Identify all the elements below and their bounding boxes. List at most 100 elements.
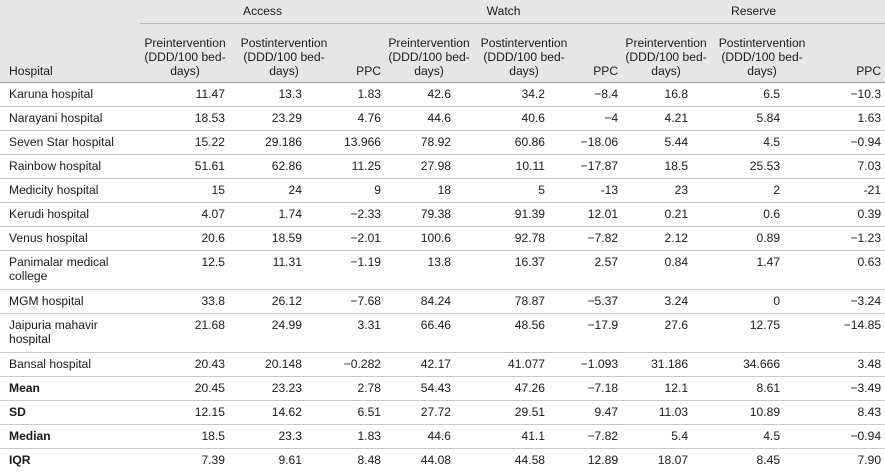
- table-cell: 1.74: [278, 206, 302, 221]
- summary-row: Mean 20.45 23.23 2.78 54.43 47.26 −7.18 12.1 8.6…: [0, 376, 885, 400]
- table-cell: −0.94: [850, 134, 882, 149]
- table-cell: −18.06: [580, 134, 619, 149]
- hospital-name: MGM hospital: [9, 293, 84, 308]
- table-cell: 7.03: [857, 158, 882, 173]
- column-header-row: Hospital Preintervention (DDD/100 bed-da…: [0, 23, 885, 82]
- group-header-watch: Watch: [385, 0, 623, 24]
- table-row: Panimalar medical college 12.5 11.31 −1.19 1…: [0, 250, 885, 289]
- table-cell: −1.23: [850, 230, 882, 245]
- table-cell: 23.23: [271, 380, 302, 395]
- table-cell: 10.89: [749, 404, 781, 419]
- table-row: Jaipuria mahavir hospital 21.68 24.99 3.31 6…: [0, 313, 885, 352]
- table-cell: 11.25: [351, 158, 382, 173]
- column-header-watch-pre: Preintervention (DDD/100 bed-days): [388, 35, 470, 78]
- table-cell: 5.4: [671, 428, 689, 443]
- table-cell: 16.37: [514, 254, 546, 269]
- summary-row: IQR 7.39 9.61 8.48 44.08 44.58 12.89 18.07 8.45 7…: [0, 448, 885, 472]
- table-cell: 91.39: [514, 206, 546, 221]
- table-cell: 40.6: [521, 110, 546, 125]
- summary-label: IQR: [9, 452, 31, 467]
- table-cell: 1.83: [357, 86, 382, 101]
- table-cell: 44.08: [420, 452, 452, 467]
- table-cell: 100.6: [420, 230, 452, 245]
- table-body: Karuna hospital 11.47 13.3 1.83 42.6 34.2 −8.4…: [0, 82, 885, 472]
- table-cell: 79.38: [420, 206, 452, 221]
- table-cell: −10.3: [850, 86, 882, 101]
- table-cell: 0.6: [763, 206, 781, 221]
- table-cell: 23.29: [271, 110, 302, 125]
- table-cell: −7.68: [350, 293, 382, 308]
- table-cell: 42.6: [427, 86, 452, 101]
- table-cell: 34.2: [521, 86, 546, 101]
- table-cell: 4.76: [357, 110, 382, 125]
- table-cell: 29.51: [514, 404, 546, 419]
- column-header-access-ppc: PPC: [356, 63, 382, 78]
- table-row: Rainbow hospital 51.61 62.86 11.25 27.98 10.1…: [0, 154, 885, 178]
- table-cell: 6.5: [763, 86, 781, 101]
- table-cell: 3.31: [357, 317, 382, 332]
- table-cell: 5.44: [664, 134, 689, 149]
- column-header-reserve-pre: Preintervention (DDD/100 bed-days): [625, 35, 707, 78]
- table-cell: 26.12: [271, 293, 302, 308]
- table-cell: 12.1: [664, 380, 689, 395]
- table-cell: 15.22: [194, 134, 225, 149]
- table-row: Narayani hospital 18.53 23.29 4.76 44.6 40.6 −…: [0, 106, 885, 130]
- table-row: Seven Star hospital 15.22 29.186 13.966 78.9…: [0, 130, 885, 154]
- table-cell: 9.47: [594, 404, 619, 419]
- table-cell: 4.21: [664, 110, 689, 125]
- table-cell: 0.21: [664, 206, 689, 221]
- table-cell: 12.75: [749, 317, 781, 332]
- table-cell: −1.19: [350, 254, 382, 269]
- group-header-access: Access: [140, 0, 386, 24]
- table-cell: −14.85: [843, 317, 882, 332]
- table-cell: 20.43: [194, 356, 225, 371]
- summary-label: SD: [9, 404, 26, 419]
- hospital-name: Venus hospital: [9, 230, 88, 245]
- hospital-name: Medicity hospital: [9, 182, 99, 197]
- table-cell: −17.87: [580, 158, 619, 173]
- table-cell: 24.99: [271, 317, 302, 332]
- table-cell: −17.9: [587, 317, 619, 332]
- summary-row: SD 12.15 14.62 6.51 27.72 29.51 9.47 11.03 10.89…: [0, 400, 885, 424]
- table-cell: 18.5: [201, 428, 225, 443]
- table-cell: 42.17: [420, 356, 452, 371]
- table-cell: 8.48: [357, 452, 382, 467]
- table-cell: 2.78: [357, 380, 382, 395]
- table-cell: 25.53: [749, 158, 781, 173]
- table-cell: 54.43: [420, 380, 452, 395]
- table-cell: 20.148: [265, 356, 302, 371]
- table-cell: 92.78: [514, 230, 546, 245]
- table-cell: 24: [288, 182, 302, 197]
- column-header-reserve-ppc: PPC: [856, 63, 882, 78]
- table-row: Karuna hospital 11.47 13.3 1.83 42.6 34.2 −8.4…: [0, 82, 885, 106]
- table-cell: 12.89: [587, 452, 619, 467]
- table-cell: 12.5: [201, 254, 225, 269]
- table-row: MGM hospital 33.8 26.12 −7.68 84.24 78.87 −5.3…: [0, 289, 885, 313]
- table-cell: 2.12: [664, 230, 689, 245]
- table-cell: 1.47: [756, 254, 781, 269]
- table-cell: −7.18: [587, 380, 619, 395]
- table-cell: 34.666: [743, 356, 781, 371]
- hospital-name: Rainbow hospital: [9, 158, 102, 173]
- table-cell: −3.49: [850, 380, 882, 395]
- table-row: Kerudi hospital 4.07 1.74 −2.33 79.38 91.39 12…: [0, 202, 885, 226]
- table-cell: 18: [437, 182, 452, 197]
- table-cell: 8.43: [857, 404, 882, 419]
- table-cell: 1.83: [357, 428, 382, 443]
- table-cell: 27.6: [664, 317, 689, 332]
- table-cell: 10.11: [515, 158, 546, 173]
- column-header-hospital: Hospital: [9, 63, 53, 78]
- table-cell: 5: [538, 182, 546, 197]
- table-cell: 23.3: [278, 428, 302, 443]
- table-cell: 0.63: [857, 254, 882, 269]
- table-cell: 13.3: [278, 86, 302, 101]
- table-cell: 41.077: [508, 356, 546, 371]
- table-cell: 16.8: [664, 86, 689, 101]
- group-header-reserve: Reserve: [622, 0, 885, 24]
- table-cell: 9: [374, 182, 382, 197]
- table-cell: 13.966: [344, 134, 382, 149]
- table-cell: 4.5: [763, 428, 781, 443]
- table-cell: 47.26: [514, 380, 546, 395]
- hospital-name: Narayani hospital: [9, 110, 103, 125]
- table-cell: 41.1: [521, 428, 546, 443]
